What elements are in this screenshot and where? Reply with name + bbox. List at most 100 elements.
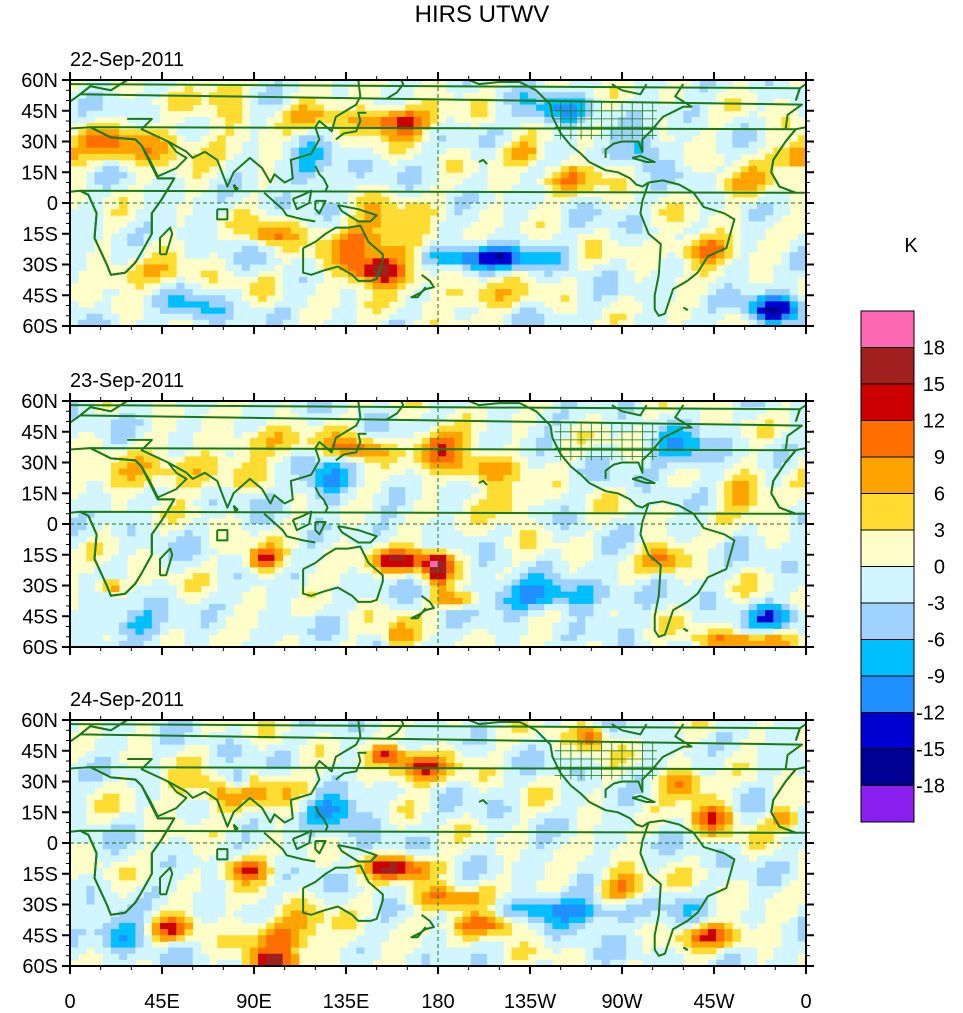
field-cell (487, 536, 496, 543)
field-cell (609, 227, 619, 235)
field-cell (413, 184, 423, 192)
coastline (263, 192, 316, 223)
field-cell (446, 401, 455, 408)
field-cell (405, 313, 414, 321)
field-cell (258, 86, 267, 93)
field-cell (421, 425, 431, 433)
field-cell (650, 92, 660, 99)
field-cell (233, 319, 243, 326)
field-cell (626, 425, 635, 433)
field-cell (626, 530, 635, 537)
field-cell (446, 579, 455, 586)
field-cell (233, 252, 243, 259)
field-cell (789, 579, 799, 586)
field-cell (380, 233, 390, 241)
field-cell (397, 123, 406, 130)
field-cell (397, 264, 406, 272)
field-cell (609, 264, 619, 272)
field-cell (683, 517, 692, 525)
field-cell (388, 172, 398, 179)
field-cell (413, 172, 423, 179)
field-cell (307, 622, 316, 629)
field-cell (740, 141, 750, 149)
field-cell (577, 511, 586, 519)
field-cell (634, 499, 643, 506)
field-cell (380, 597, 390, 605)
field-cell (519, 98, 529, 105)
field-cell (732, 178, 741, 185)
field-cell (70, 233, 79, 241)
field-cell (544, 437, 553, 445)
field-cell (282, 610, 292, 617)
field-cell (429, 116, 439, 124)
field-cell (707, 499, 717, 506)
field-cell (691, 450, 701, 457)
field-cell (266, 579, 275, 586)
field-cell (511, 468, 521, 476)
field-cell (478, 98, 488, 105)
field-cell (609, 567, 619, 574)
field-cell (209, 505, 218, 513)
field-cell (168, 295, 177, 302)
field-cell (413, 116, 423, 124)
field-cell (372, 530, 382, 537)
field-cell (470, 129, 480, 136)
field-cell (86, 153, 95, 161)
field-cell (781, 319, 791, 326)
field-cell (756, 313, 766, 321)
field-cell (143, 159, 153, 167)
field-cell (470, 462, 480, 470)
field-cell (675, 511, 684, 519)
coastline (70, 405, 71, 407)
field-cell (765, 209, 774, 216)
field-cell (405, 110, 414, 118)
field-cell (110, 462, 120, 470)
field-cell (601, 264, 611, 272)
field-cell (773, 474, 782, 482)
field-cell (249, 98, 259, 105)
field-cell (527, 203, 537, 210)
field-cell (110, 530, 120, 537)
field-cell (70, 264, 79, 272)
field-cell (593, 215, 602, 222)
field-cell (274, 172, 284, 179)
field-cell (577, 487, 586, 494)
field-cell (568, 252, 578, 259)
field-cell (86, 524, 95, 531)
field-cell (372, 505, 382, 513)
field-cell (348, 597, 357, 605)
field-cell (258, 123, 267, 130)
field-cell (511, 585, 521, 593)
field-cell (658, 289, 668, 296)
field-cell (765, 178, 774, 185)
field-cell (797, 159, 806, 167)
field-cell (388, 178, 398, 185)
field-cell (756, 92, 766, 99)
field-cell (135, 135, 144, 142)
field-cell (527, 579, 537, 586)
field-cell (372, 166, 382, 173)
field-cell (642, 233, 652, 241)
field-cell (446, 141, 455, 149)
field-cell (70, 110, 79, 118)
field-cell (765, 98, 774, 105)
field-cell (339, 80, 349, 87)
field-cell (168, 560, 177, 568)
field-cell (675, 585, 684, 593)
field-cell (699, 480, 709, 488)
field-cell (405, 129, 414, 136)
field-cell (617, 233, 627, 241)
field-cell (176, 499, 185, 506)
field-cell (380, 110, 390, 118)
field-cell (756, 462, 766, 470)
field-cell (184, 135, 194, 142)
field-cell (585, 203, 594, 210)
field-cell (568, 270, 578, 278)
field-cell (348, 307, 357, 315)
field-cell (274, 209, 284, 216)
field-cell (225, 86, 234, 93)
field-cell (209, 221, 218, 228)
field-cell (429, 585, 439, 593)
field-cell (495, 462, 504, 470)
field-cell (773, 444, 782, 451)
